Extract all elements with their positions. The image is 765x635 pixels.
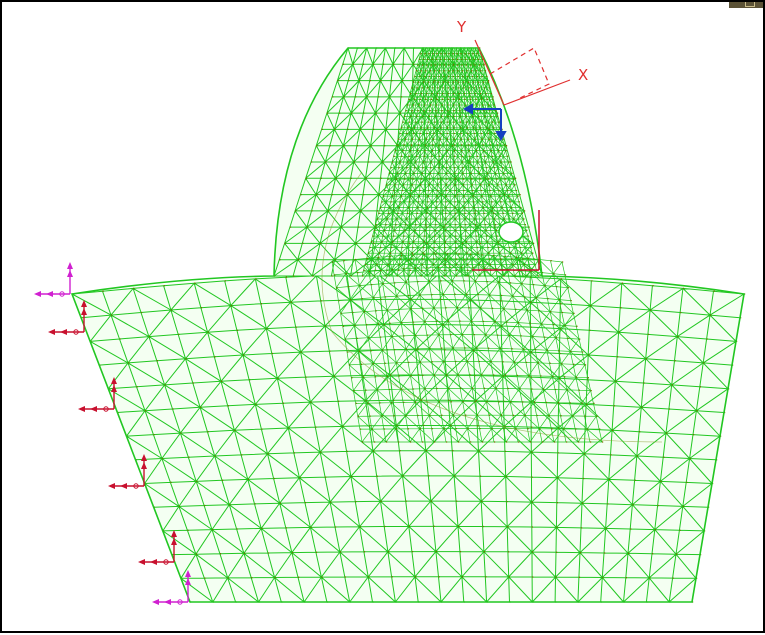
coordinate-triad-icon: Y X bbox=[456, 18, 588, 106]
y-axis-line bbox=[474, 39, 505, 106]
constraint-4 bbox=[138, 530, 177, 565]
local-x-arrowhead bbox=[462, 103, 473, 115]
mesh-nodes bbox=[332, 253, 604, 443]
hole-layer bbox=[498, 221, 524, 243]
x-axis-label: X bbox=[578, 66, 588, 84]
local-y-arrowhead bbox=[495, 131, 507, 142]
constraint-bottom-left bbox=[152, 570, 191, 605]
constraint-top-left bbox=[34, 262, 73, 297]
constraint-2 bbox=[78, 377, 117, 412]
mesh-layer bbox=[70, 47, 746, 603]
x-axis-line bbox=[503, 79, 571, 106]
local-csys-icon bbox=[462, 103, 507, 142]
y-axis-label: Y bbox=[456, 18, 467, 36]
constraint-3 bbox=[108, 454, 147, 489]
load-marker bbox=[472, 210, 540, 271]
hole-circle bbox=[498, 221, 524, 243]
constraint-1 bbox=[48, 300, 87, 335]
guide-arc bbox=[321, 171, 663, 443]
window-control-icon[interactable] bbox=[729, 2, 763, 8]
boundary-conditions-layer bbox=[34, 262, 191, 605]
mesh-elements bbox=[331, 253, 603, 443]
